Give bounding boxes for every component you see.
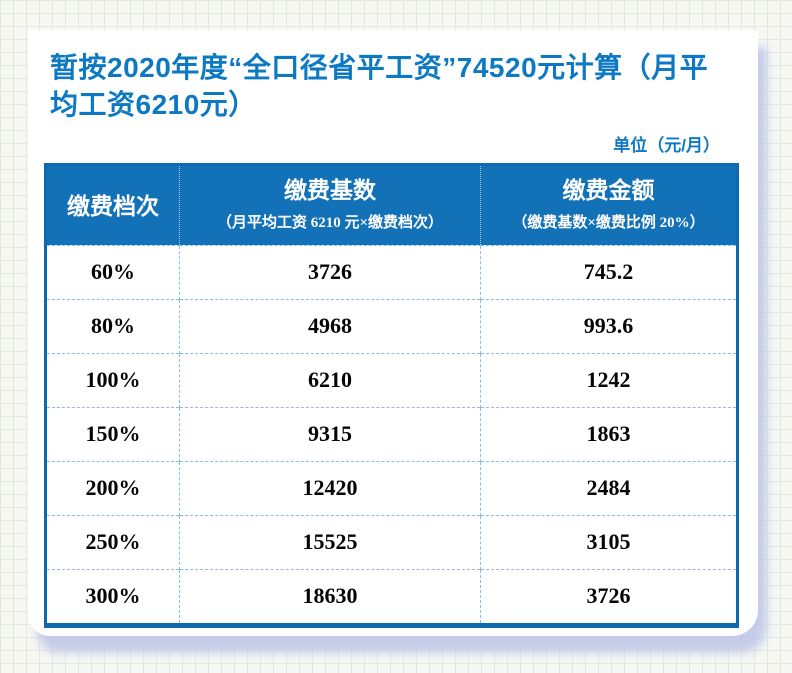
tier-cell: 100% <box>45 352 180 407</box>
column-header-base: 缴费基数 （月平均工资 6210 元×缴费档次） <box>179 164 481 245</box>
column-title: 缴费基数 <box>284 177 376 203</box>
tier-cell: 300% <box>45 568 180 625</box>
table-row: 250% 15525 3105 <box>45 514 738 569</box>
tier-cell: 200% <box>45 460 180 515</box>
base-cell: 4968 <box>179 298 481 353</box>
column-title: 缴费金额 <box>562 177 655 203</box>
base-cell: 3726 <box>179 244 481 299</box>
table-row: 300% 18630 3726 <box>45 568 738 625</box>
content-card: 暂按2020年度“全口径省平工资”74520元计算（月平均工资6210元） 单位… <box>28 30 758 636</box>
amount-cell: 1242 <box>480 352 738 407</box>
column-title: 缴费档次 <box>67 194 159 220</box>
base-cell: 12420 <box>179 460 481 515</box>
table-row: 60% 3726 745.2 <box>45 244 738 299</box>
header-row: 缴费档次 缴费基数 （月平均工资 6210 元×缴费档次） 缴费金额 （缴费基数… <box>45 164 738 245</box>
column-header-amount: 缴费金额 （缴费基数×缴费比例 20%） <box>480 164 738 245</box>
tier-cell: 250% <box>45 514 180 569</box>
tier-cell: 80% <box>45 298 180 353</box>
amount-cell: 1863 <box>480 406 738 461</box>
tier-cell: 150% <box>45 406 180 461</box>
base-cell: 18630 <box>179 568 481 625</box>
column-header-tier: 缴费档次 <box>45 164 180 245</box>
base-cell: 9315 <box>179 406 481 461</box>
table-row: 100% 6210 1242 <box>45 352 738 407</box>
column-subtitle: （缴费基数×缴费比例 20%） <box>512 214 705 231</box>
table-row: 80% 4968 993.6 <box>45 298 738 353</box>
amount-cell: 745.2 <box>480 244 738 299</box>
contribution-table: 缴费档次 缴费基数 （月平均工资 6210 元×缴费档次） 缴费金额 （缴费基数… <box>44 162 739 628</box>
tier-cell: 60% <box>45 244 180 299</box>
base-cell: 6210 <box>179 352 481 407</box>
page-title: 暂按2020年度“全口径省平工资”74520元计算（月平均工资6210元） <box>50 52 709 120</box>
table-row: 150% 9315 1863 <box>45 406 738 461</box>
table-body: 60% 3726 745.2 80% 4968 993.6 100% 6210 … <box>45 244 738 625</box>
unit-label: 单位（元/月） <box>613 135 720 155</box>
amount-cell: 3726 <box>480 568 738 625</box>
amount-cell: 3105 <box>480 514 738 569</box>
column-subtitle: （月平均工资 6210 元×缴费档次） <box>216 214 444 231</box>
amount-cell: 2484 <box>480 460 738 515</box>
table-header: 缴费档次 缴费基数 （月平均工资 6210 元×缴费档次） 缴费金额 （缴费基数… <box>45 164 738 245</box>
table-row: 200% 12420 2484 <box>45 460 738 515</box>
base-cell: 15525 <box>179 514 481 569</box>
amount-cell: 993.6 <box>480 298 738 353</box>
